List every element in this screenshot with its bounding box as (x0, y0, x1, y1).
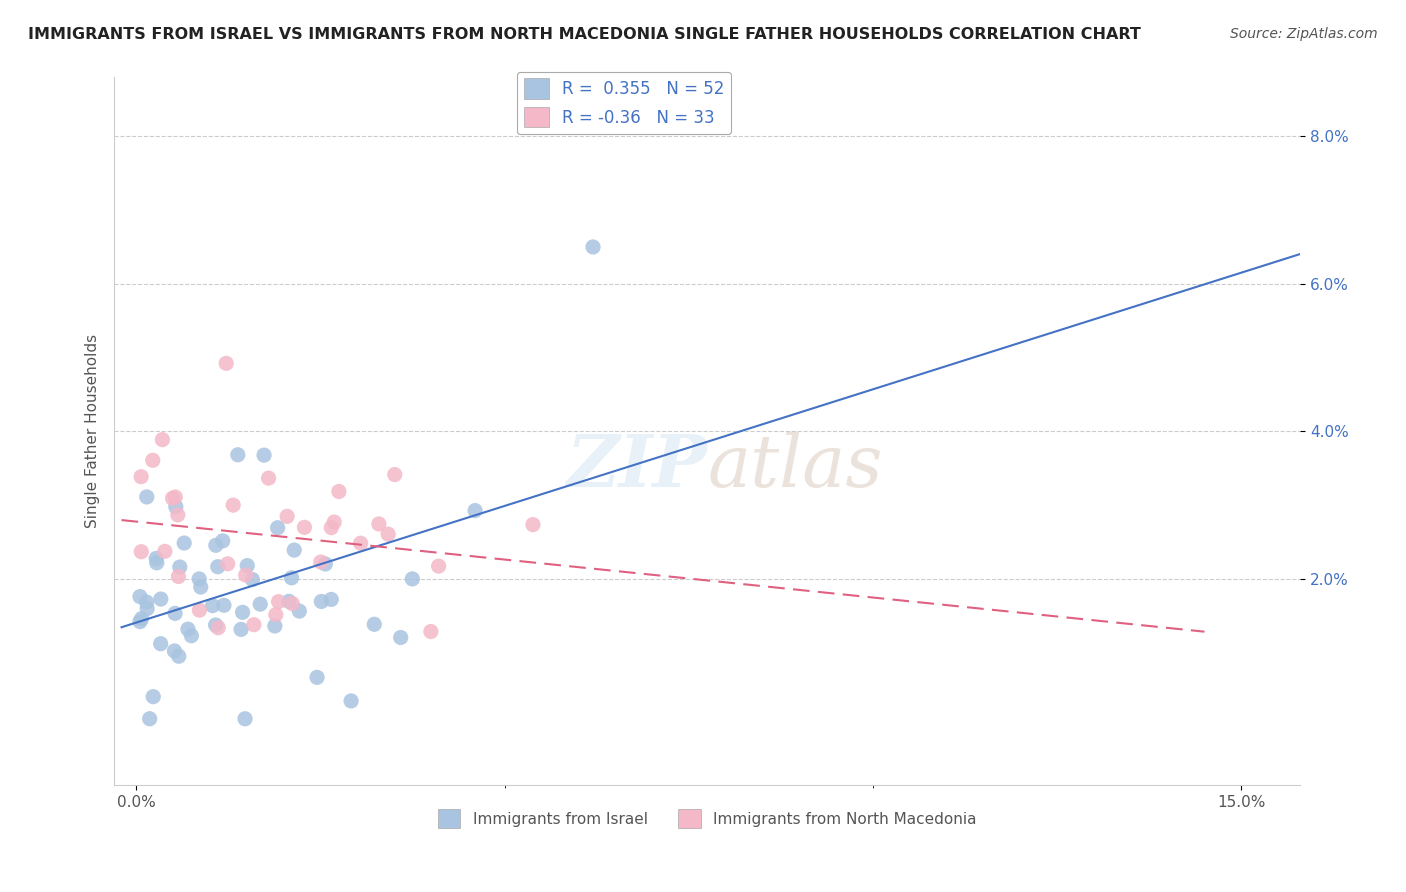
Point (136, 601, 159, 615)
Point (188, 572, 211, 586)
Point (267, 595, 290, 609)
Point (367, 516, 389, 531)
Point (135, 595, 157, 609)
Point (201, 599, 224, 613)
Point (294, 520, 316, 534)
Point (138, 712, 160, 726)
Point (149, 592, 172, 607)
Point (242, 573, 264, 587)
Point (280, 571, 302, 585)
Point (169, 560, 191, 574)
Point (167, 649, 190, 664)
Point (180, 629, 202, 643)
Point (323, 515, 346, 529)
Point (190, 580, 212, 594)
Point (328, 484, 350, 499)
Point (177, 622, 200, 636)
Point (129, 544, 152, 558)
Point (211, 533, 233, 548)
Point (464, 503, 486, 517)
Point (131, 612, 153, 626)
Point (278, 594, 301, 608)
Point (229, 623, 252, 637)
Point (314, 557, 336, 571)
Point (205, 538, 228, 552)
Point (321, 521, 343, 535)
Text: Source: ZipAtlas.com: Source: ZipAtlas.com (1230, 27, 1378, 41)
Point (207, 559, 229, 574)
Point (582, 240, 605, 254)
Point (321, 592, 343, 607)
Point (243, 617, 266, 632)
Point (401, 572, 423, 586)
Legend: Immigrants from Israel, Immigrants from North Macedonia: Immigrants from Israel, Immigrants from … (432, 803, 983, 834)
Point (207, 621, 229, 635)
Point (153, 544, 176, 558)
Point (217, 557, 239, 571)
Point (142, 453, 165, 467)
Point (226, 448, 249, 462)
Point (384, 467, 406, 482)
Point (257, 471, 280, 485)
Text: atlas: atlas (707, 432, 883, 502)
Point (363, 617, 385, 632)
Point (281, 597, 304, 611)
Point (377, 527, 399, 541)
Point (340, 694, 363, 708)
Point (215, 356, 238, 370)
Point (266, 521, 288, 535)
Point (129, 469, 152, 483)
Point (522, 517, 544, 532)
Point (165, 500, 187, 514)
Point (163, 644, 186, 658)
Point (173, 536, 195, 550)
Point (165, 490, 187, 504)
Point (145, 556, 167, 570)
Point (233, 712, 256, 726)
Point (204, 618, 226, 632)
Point (249, 597, 271, 611)
Point (283, 543, 305, 558)
Text: IMMIGRANTS FROM ISRAEL VS IMMIGRANTS FROM NORTH MACEDONIA SINGLE FATHER HOUSEHOL: IMMIGRANTS FROM ISRAEL VS IMMIGRANTS FRO… (28, 27, 1142, 42)
Point (162, 491, 184, 506)
Point (276, 509, 298, 524)
Point (263, 619, 285, 633)
Y-axis label: Single Father Households: Single Father Households (86, 334, 100, 528)
Point (427, 559, 450, 574)
Point (236, 558, 259, 573)
Point (309, 555, 332, 569)
Point (145, 551, 167, 566)
Point (129, 615, 152, 629)
Point (288, 604, 311, 618)
Point (166, 508, 188, 522)
Point (350, 536, 373, 550)
Point (232, 605, 254, 619)
Point (212, 599, 235, 613)
Point (167, 569, 190, 583)
Point (264, 607, 287, 622)
Point (311, 594, 333, 608)
Text: ZIP: ZIP (567, 431, 707, 502)
Point (142, 690, 165, 704)
Point (222, 498, 245, 512)
Point (129, 590, 152, 604)
Point (307, 670, 329, 684)
Point (152, 433, 174, 447)
Point (235, 568, 257, 582)
Point (188, 603, 211, 617)
Point (389, 631, 412, 645)
Point (253, 448, 276, 462)
Point (165, 607, 187, 621)
Point (419, 624, 441, 639)
Point (149, 637, 172, 651)
Point (135, 490, 157, 504)
